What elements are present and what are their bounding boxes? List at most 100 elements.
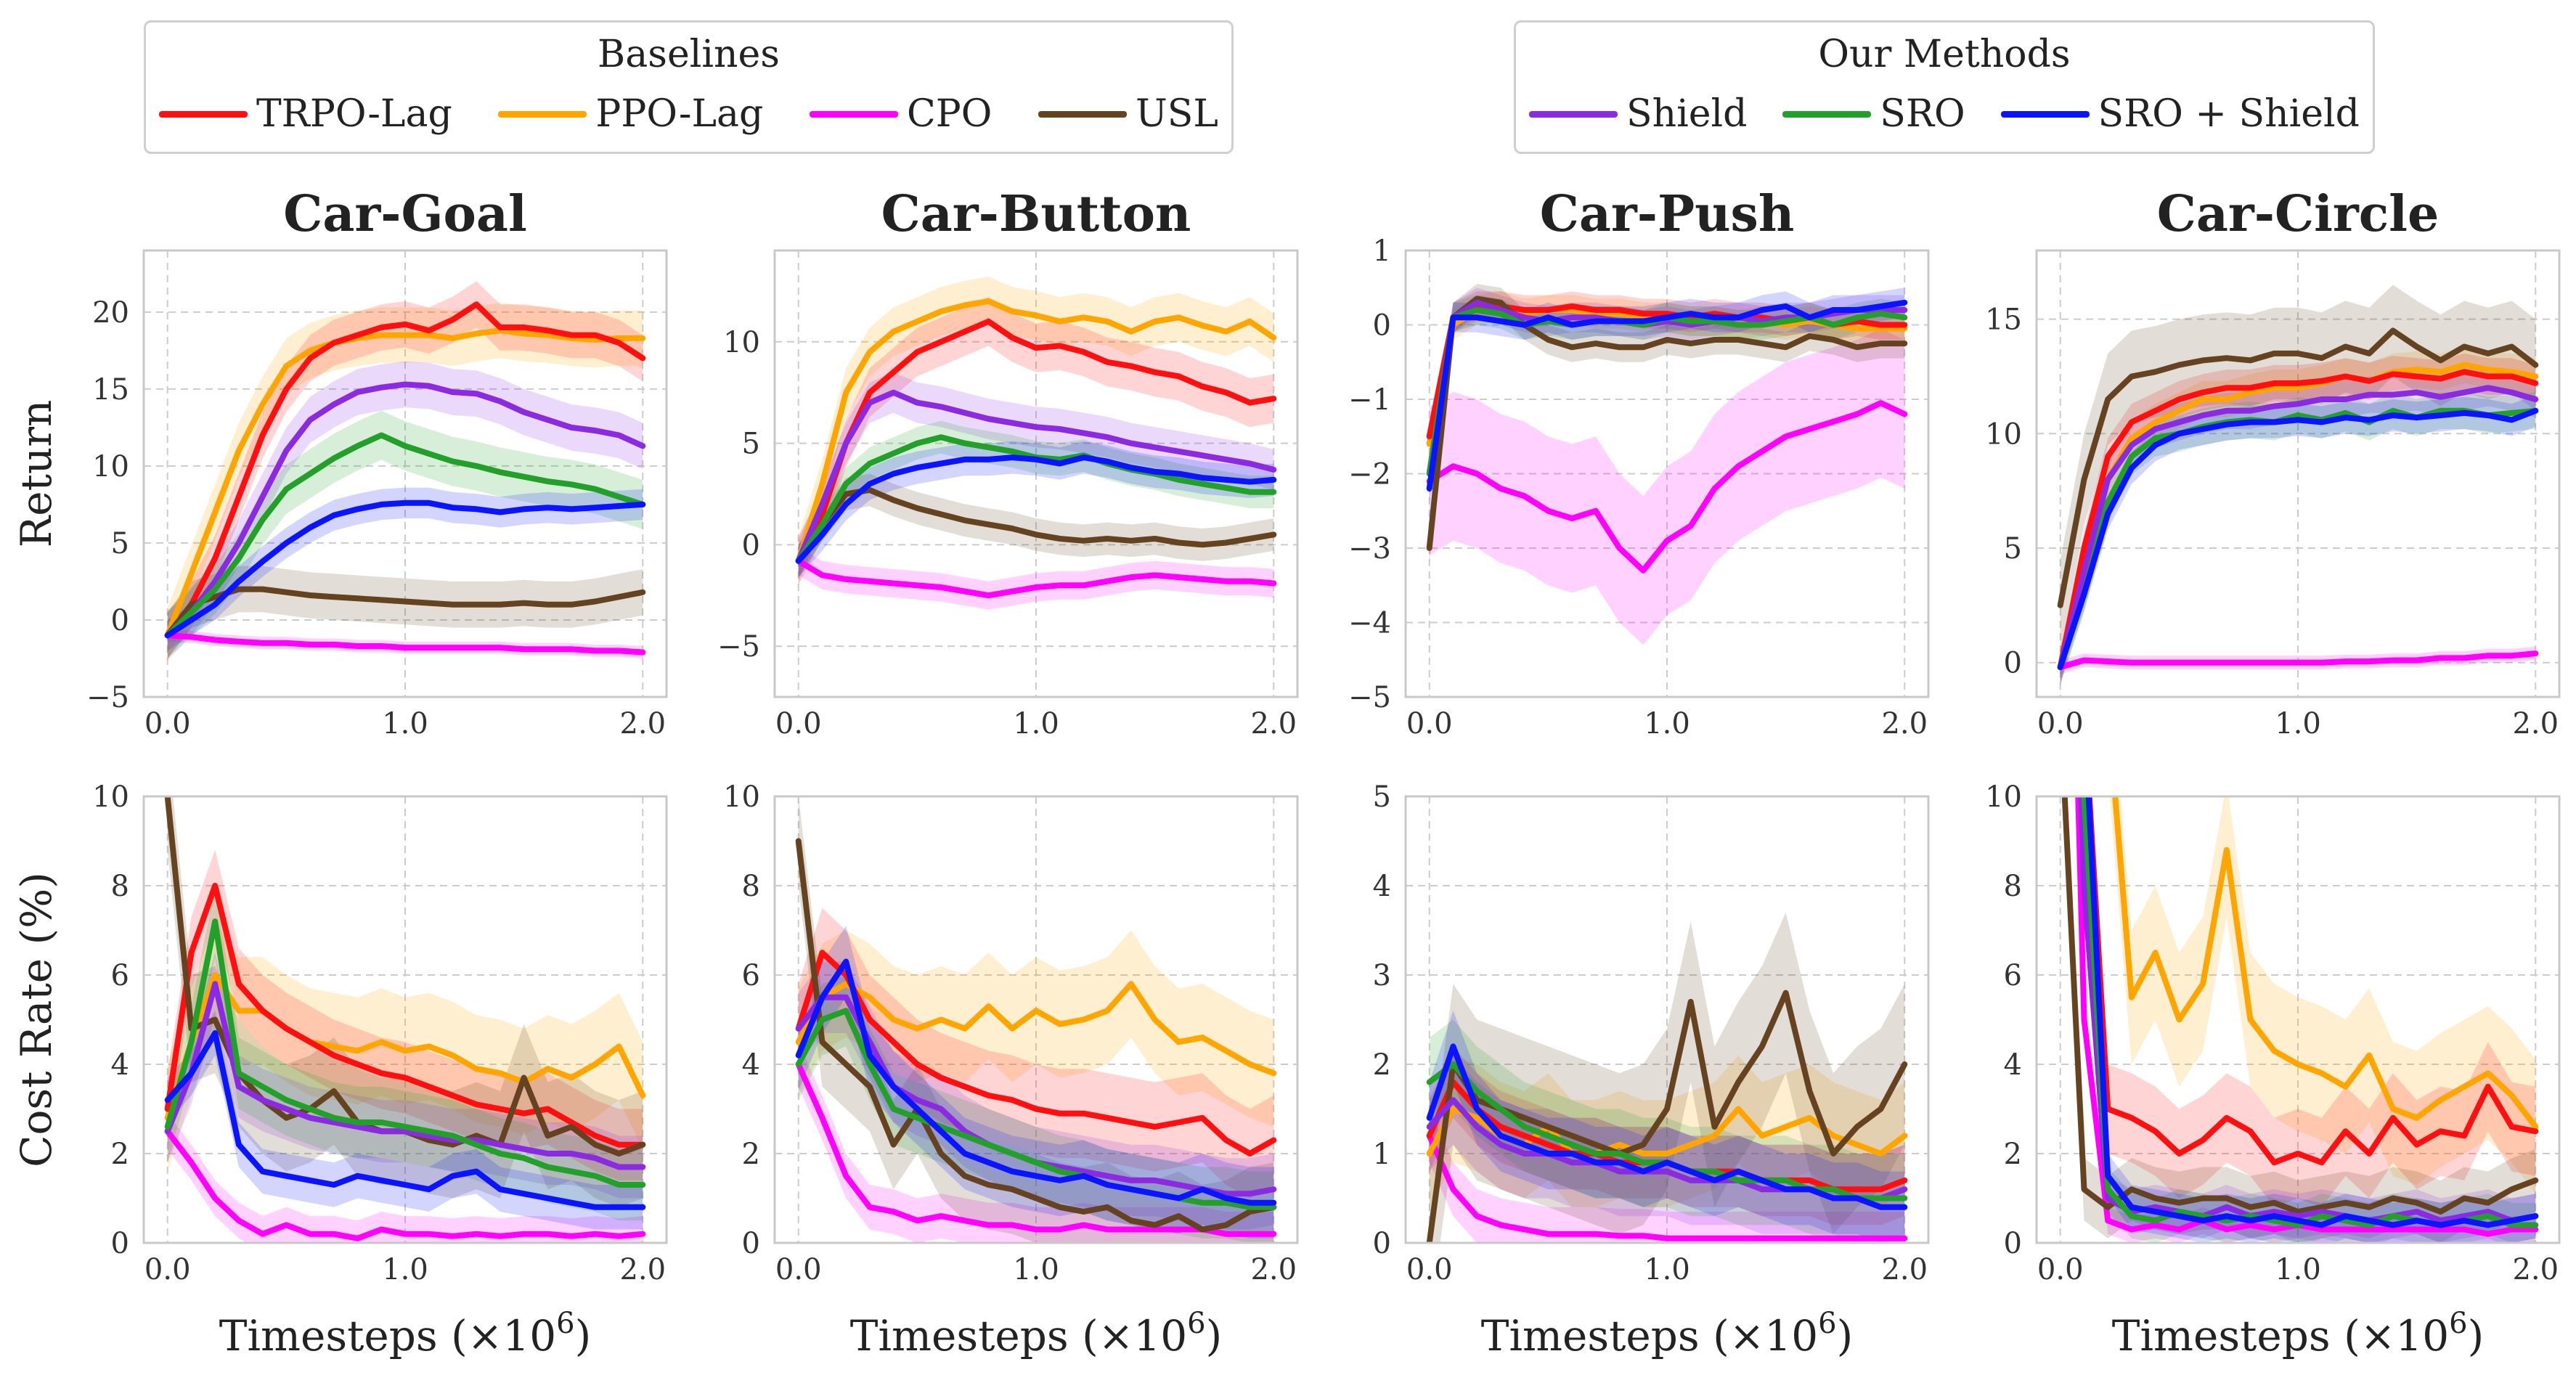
band-usl bbox=[1429, 284, 1905, 563]
band-sro-shield bbox=[167, 487, 643, 651]
panel-title-car-button: Car-Button bbox=[881, 185, 1191, 243]
band-ppo-lag bbox=[2060, 346, 2536, 686]
series-line-usl bbox=[2061, 796, 2539, 1215]
legend-item-ppo-lag: PPO-Lag bbox=[498, 92, 763, 136]
band-cpo bbox=[1429, 1109, 1905, 1243]
plot-frame bbox=[142, 795, 668, 1244]
panel-title-car-circle: Car-Circle bbox=[2157, 185, 2440, 243]
series-layer bbox=[1426, 912, 1908, 1243]
x-axis-label: Timesteps (×106) bbox=[1481, 1307, 1853, 1360]
y-tick-label: −5 bbox=[1348, 681, 1391, 714]
legend-item-cpo: CPO bbox=[809, 92, 992, 136]
series-line-sro-shield bbox=[2057, 407, 2539, 670]
x-tick-label: 2.0 bbox=[619, 1253, 666, 1286]
y-tick-label: 10 bbox=[1985, 417, 2022, 451]
y-tick-label: 2 bbox=[111, 1138, 129, 1171]
series-line-ppo-lag bbox=[164, 327, 646, 639]
legend-swatch-trpo-lag bbox=[159, 110, 248, 118]
panel-title-car-goal: Car-Goal bbox=[283, 185, 527, 243]
legend-label-sro: SRO bbox=[1880, 92, 1965, 136]
legend-swatch-sro bbox=[1782, 110, 1872, 118]
x-tick-label: 2.0 bbox=[1250, 707, 1297, 741]
series-line-cpo bbox=[164, 632, 646, 656]
y-tick-label: 20 bbox=[92, 296, 129, 330]
y-tick-label: 10 bbox=[1985, 780, 2022, 814]
y-tick-label: −1 bbox=[1348, 383, 1391, 417]
series-line-shield bbox=[164, 381, 646, 639]
legend-item-sro-shield: SRO + Shield bbox=[2000, 92, 2360, 136]
legend-item-sro: SRO bbox=[1782, 92, 1965, 136]
y-tick-label: 4 bbox=[2004, 1048, 2022, 1082]
band-sro-shield bbox=[2060, 394, 2536, 684]
x-tick-label: 1.0 bbox=[1644, 707, 1690, 741]
panel-car-push-return: 0.0 1.0 2.0 −5 −4 −3 −2 −1 0 1 Car-Push bbox=[1348, 185, 1930, 741]
band-ppo-lag bbox=[798, 930, 1274, 1127]
band-cpo bbox=[1429, 328, 1905, 645]
band-cpo bbox=[167, 1113, 643, 1243]
x-axis-label: Timesteps (×106) bbox=[2112, 1307, 2484, 1360]
plot-frame bbox=[2035, 249, 2561, 698]
series-line-ppo-lag bbox=[2057, 362, 2539, 670]
y-tick-label: 0 bbox=[1373, 1227, 1391, 1260]
series-line-ppo-lag bbox=[795, 981, 1277, 1077]
panel-car-goal-cost-rate: 0.0 1.0 2.0 0 2 4 6 8 10 Timesteps (×106) Cost Rat… bbox=[12, 780, 668, 1360]
y-tick-label: 10 bbox=[723, 326, 760, 359]
band-shield bbox=[167, 361, 643, 658]
series-line-sro-shield bbox=[795, 454, 1277, 564]
x-tick-label: 0.0 bbox=[775, 1253, 822, 1286]
legend-swatch-ppo-lag bbox=[498, 110, 587, 118]
legend-label-trpo-lag: TRPO-Lag bbox=[256, 92, 452, 136]
y-tick-label: −4 bbox=[1348, 607, 1391, 640]
y-tick-label: 5 bbox=[1373, 780, 1391, 814]
x-tick-label: 2.0 bbox=[1250, 1253, 1297, 1286]
panel-car-circle-return: 0.0 1.0 2.0 0 5 10 15 Car-Circle bbox=[1985, 185, 2561, 741]
series-line-usl bbox=[164, 586, 646, 639]
band-sro bbox=[167, 886, 643, 1221]
series-line-sro-shield bbox=[795, 958, 1277, 1206]
band-usl bbox=[167, 796, 643, 1207]
band-sro bbox=[798, 975, 1274, 1243]
x-tick-label: 0.0 bbox=[2037, 707, 2084, 741]
series-line-trpo-lag bbox=[164, 883, 646, 1148]
x-tick-label: 1.0 bbox=[1013, 707, 1059, 741]
series-layer bbox=[795, 277, 1277, 610]
x-tick-label: 2.0 bbox=[1881, 1253, 1928, 1286]
y-tick-label: 2 bbox=[2004, 1138, 2022, 1171]
x-tick-label: 0.0 bbox=[2037, 1253, 2084, 1286]
legend-swatch-shield bbox=[1529, 110, 1618, 118]
series-layer bbox=[795, 796, 1277, 1243]
y-tick-label: 6 bbox=[742, 959, 760, 992]
y-axis-label: Return bbox=[12, 400, 61, 548]
band-shield bbox=[167, 952, 643, 1199]
series-line-cpo bbox=[1426, 400, 1908, 574]
panel-car-push-cost-rate: 0.0 1.0 2.0 0 1 2 3 4 5 Timesteps (×106) bbox=[1373, 780, 1930, 1360]
y-tick-label: 15 bbox=[1985, 303, 2022, 337]
band-shield bbox=[798, 372, 1274, 582]
band-ppo-lag bbox=[1429, 291, 1905, 459]
legend-our-methods-title: Our Methods bbox=[1818, 33, 2071, 76]
y-tick-label: 4 bbox=[1373, 870, 1391, 903]
band-trpo-lag bbox=[167, 849, 643, 1180]
y-tick-label: 8 bbox=[2004, 870, 2022, 903]
plot-frame bbox=[142, 249, 668, 698]
plot-frame bbox=[2035, 795, 2561, 1244]
band-shield bbox=[1429, 1055, 1905, 1243]
band-usl bbox=[798, 473, 1274, 578]
x-tick-label: 0.0 bbox=[144, 1253, 191, 1286]
legend-baselines-title: Baselines bbox=[598, 33, 780, 76]
legend-item-shield: Shield bbox=[1529, 92, 1747, 136]
band-usl bbox=[167, 566, 643, 658]
y-tick-label: −3 bbox=[1348, 532, 1391, 566]
y-tick-label: 0 bbox=[1373, 309, 1391, 343]
y-tick-label: 1 bbox=[1373, 1138, 1391, 1171]
series-layer bbox=[2061, 796, 2539, 1243]
series-line-ppo-lag bbox=[2112, 796, 2539, 1130]
series-line-sro-shield bbox=[1426, 1043, 1908, 1210]
x-tick-label: 2.0 bbox=[2512, 1253, 2559, 1286]
series-line-cpo bbox=[795, 558, 1277, 599]
y-tick-label: 6 bbox=[111, 959, 129, 992]
y-tick-label: 3 bbox=[1373, 959, 1391, 992]
series-line-cpo bbox=[2057, 650, 2539, 670]
series-line-sro bbox=[2057, 407, 2539, 670]
band-sro bbox=[798, 420, 1274, 578]
